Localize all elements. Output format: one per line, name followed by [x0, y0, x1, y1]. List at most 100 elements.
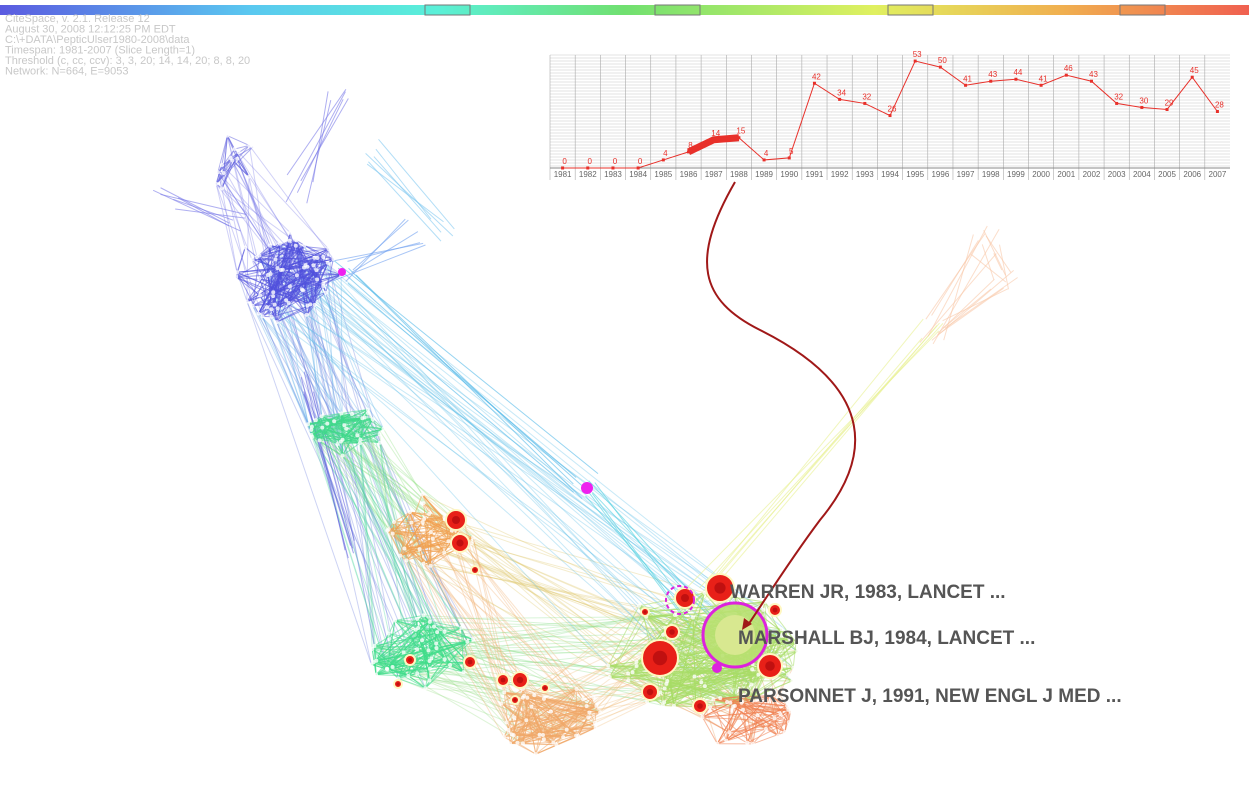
node: [340, 453, 345, 458]
edge: [404, 548, 610, 678]
cited-core: [473, 568, 477, 572]
cited-core: [516, 676, 524, 684]
edge: [275, 239, 296, 260]
node: [257, 253, 262, 258]
node: [750, 741, 755, 746]
edge: [423, 518, 449, 542]
edge: [309, 262, 329, 305]
edge: [375, 148, 432, 220]
edge: [752, 731, 786, 745]
edge: [215, 164, 223, 184]
edge: [322, 427, 380, 435]
edge: [217, 172, 223, 189]
value-label: 0: [562, 157, 567, 166]
edge: [262, 316, 405, 653]
node: [469, 541, 474, 546]
edge: [627, 673, 665, 689]
edge: [274, 259, 399, 679]
edge: [444, 519, 524, 744]
node: [415, 616, 420, 621]
node: [415, 671, 420, 676]
time-color-bar: [0, 5, 1249, 15]
edge: [368, 161, 442, 242]
x-tick-label: 1998: [982, 170, 1000, 179]
edge: [555, 698, 584, 745]
node: [332, 419, 337, 424]
node: [309, 427, 314, 432]
node: [776, 733, 781, 738]
node: [219, 163, 224, 168]
node: [407, 510, 412, 515]
value-label: 26: [888, 105, 897, 114]
point: [586, 166, 590, 170]
node: [271, 294, 276, 299]
value-label: 41: [963, 74, 972, 83]
node: [339, 411, 344, 416]
edge: [236, 272, 372, 665]
edge: [258, 313, 347, 430]
edge: [523, 695, 554, 743]
edge: [361, 418, 418, 620]
edge: [248, 145, 334, 260]
node: [749, 682, 754, 687]
edge: [516, 697, 528, 743]
edge: [691, 337, 923, 608]
network: [152, 89, 1018, 757]
node: [287, 238, 292, 243]
edge: [556, 735, 579, 746]
point: [1190, 75, 1194, 79]
node: [426, 648, 431, 653]
node: [634, 659, 639, 664]
edge: [289, 232, 311, 305]
x-tick-label: 1994: [881, 170, 899, 179]
node: [661, 632, 666, 637]
node: [274, 320, 279, 325]
edge: [472, 537, 518, 743]
cited-core: [772, 607, 778, 613]
edge: [279, 243, 644, 613]
edge: [742, 695, 758, 716]
node: [690, 615, 695, 620]
node: [790, 678, 795, 683]
edge: [327, 262, 435, 627]
node: [293, 243, 298, 248]
cited-core: [765, 661, 775, 671]
node: [355, 433, 360, 438]
node: [268, 271, 273, 276]
point: [1140, 105, 1144, 109]
edge: [337, 267, 584, 487]
edge: [436, 647, 524, 699]
node: [761, 607, 766, 612]
point: [737, 136, 741, 140]
node: [406, 673, 411, 678]
point: [661, 158, 665, 162]
node: [763, 726, 768, 731]
node: [340, 437, 345, 442]
edge: [307, 424, 388, 669]
node: [271, 290, 276, 295]
node: [520, 695, 525, 700]
edge: [279, 243, 315, 259]
node: [325, 260, 330, 265]
edge: [316, 279, 345, 426]
edge: [300, 98, 349, 182]
edge: [393, 511, 411, 523]
edge: [404, 548, 594, 698]
node: [268, 243, 273, 248]
edge: [553, 735, 577, 743]
node: [264, 305, 269, 310]
edge: [417, 644, 654, 650]
node: [401, 650, 406, 655]
node: [325, 421, 330, 426]
node: [634, 664, 639, 669]
edge: [334, 420, 384, 430]
x-tick-label: 1987: [705, 170, 723, 179]
node: [708, 705, 713, 710]
node: [358, 437, 363, 442]
edge: [432, 519, 446, 539]
edge: [322, 256, 399, 679]
node: [225, 133, 230, 138]
node: [278, 267, 283, 272]
node: [739, 700, 744, 705]
edge: [313, 264, 342, 276]
